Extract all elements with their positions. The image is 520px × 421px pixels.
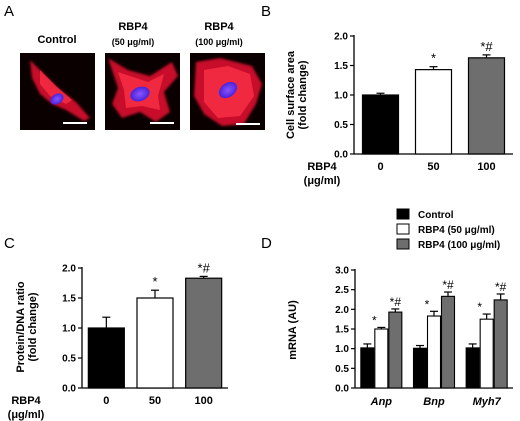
y-tick-label: 1.0 (335, 344, 349, 355)
x-tick-label: 50 (149, 395, 161, 407)
micrograph-label-rbp4-50: RBP4 (118, 21, 148, 33)
y-tick-label: 0.5 (62, 354, 76, 365)
bar-0 (87, 327, 125, 389)
y-tick-label: 2.0 (334, 32, 348, 43)
y-tick-label: 3.0 (335, 266, 349, 277)
micrograph-rbp4-100 (190, 53, 265, 130)
x-axis-label: (μg/ml) (304, 175, 341, 187)
legend-swatch (396, 238, 410, 250)
significance-mark: *# (198, 260, 211, 275)
y-axis-label-line: Protein/DNA ratio (15, 281, 27, 373)
y-tick-label: 0.5 (335, 364, 349, 375)
y-axis-label: mRNA (AU) (287, 300, 299, 360)
bar-bnp-series-1 (426, 315, 442, 389)
micrograph-label-rbp4-100: RBP4 (204, 21, 234, 33)
y-tick-label: 0.5 (334, 120, 348, 131)
micrograph-label-control: Control (37, 34, 76, 46)
y-tick-label: 0.0 (62, 384, 76, 395)
y-tick-label: 1.5 (62, 294, 76, 305)
legend-swatch (396, 208, 410, 220)
y-tick-label: 1.0 (334, 91, 348, 102)
y-axis-label: Cell surface area(fold change) (285, 50, 309, 139)
panel-label-b: B (261, 3, 271, 20)
x-tick-label: 0 (103, 395, 109, 407)
bar-anp-series-1 (374, 328, 389, 389)
x-tick-label: 100 (477, 161, 495, 173)
x-tick-label: Anp (370, 396, 393, 408)
significance-mark: *# (480, 39, 493, 54)
significance-mark: * (372, 313, 377, 327)
significance-mark: *# (495, 280, 507, 294)
bar-myh7-series-1 (479, 318, 494, 389)
y-axis-label: Protein/DNA ratio(fold change) (15, 281, 39, 373)
chart-cell-surface-area: 0.0 0.5 1.0 1.5 2.0 Cell surface area(fold ch… (285, 32, 513, 187)
bar-100 (185, 277, 223, 389)
y-tick-label: 2.5 (335, 285, 349, 296)
significance-mark: * (425, 297, 430, 311)
y-tick-label: 1.5 (334, 61, 348, 72)
micrograph-sublabel-rbp4-100: (100 μg/ml) (195, 37, 243, 47)
significance-mark: *# (442, 278, 454, 292)
chart-mrna-expression: 0.0 0.5 1.0 1.5 2.0 2.5 3.0 mRNA (AU) * *# Anp * *# B… (287, 208, 513, 408)
panel-label-c: C (4, 235, 15, 252)
x-tick-label: Bnp (423, 396, 445, 408)
significance-mark: * (152, 274, 157, 289)
bar-0 (361, 94, 400, 155)
x-tick-label: 0 (377, 161, 383, 173)
panel-label-d: D (261, 235, 272, 252)
significance-mark: *# (390, 295, 402, 309)
bar-bnp-series-2 (440, 295, 456, 389)
y-axis-label-line: Cell surface area (285, 50, 297, 139)
chart-protein-dna-ratio: 0.0 0.5 1.0 1.5 2.0 Protein/DNA ratio(fold ch… (8, 260, 228, 421)
micrograph-sublabel-rbp4-50: (50 μg/ml) (112, 37, 155, 47)
bar-anp-series-0 (360, 347, 375, 389)
x-tick-label: Myh7 (473, 396, 502, 408)
y-axis-label-line: (fold change) (27, 292, 39, 361)
micrograph-rbp4-50 (105, 53, 180, 130)
significance-mark: * (477, 300, 482, 314)
y-tick-label: 0.0 (335, 384, 349, 395)
bar-50 (414, 69, 453, 155)
legend-label: Control (418, 210, 454, 221)
bar-50 (136, 297, 174, 389)
micrograph-control (20, 53, 95, 130)
y-tick-label: 1.0 (62, 324, 76, 335)
x-tick-label: 50 (427, 161, 439, 173)
bar-bnp-series-0 (412, 347, 428, 389)
x-axis-label: (μg/ml) (8, 409, 45, 421)
y-tick-label: 0.0 (334, 150, 348, 161)
bar-myh7-series-0 (465, 347, 480, 389)
panel-label-a: A (4, 3, 14, 20)
legend-swatch (396, 223, 410, 235)
x-axis-label: RBP4 (11, 395, 41, 407)
legend-label: RBP4 (50 μg/ml) (418, 225, 495, 236)
legend-label: RBP4 (100 μg/ml) (418, 240, 500, 251)
bar-myh7-series-2 (493, 299, 508, 389)
bar-100 (467, 57, 506, 155)
y-tick-label: 1.5 (335, 325, 349, 336)
y-tick-label: 2.0 (62, 264, 76, 275)
significance-mark: * (431, 51, 436, 66)
bar-anp-series-2 (388, 311, 403, 389)
y-axis-label-line: (fold change) (297, 60, 309, 129)
x-tick-label: 100 (194, 395, 212, 407)
x-axis-label: RBP4 (307, 161, 337, 173)
y-tick-label: 2.0 (335, 305, 349, 316)
